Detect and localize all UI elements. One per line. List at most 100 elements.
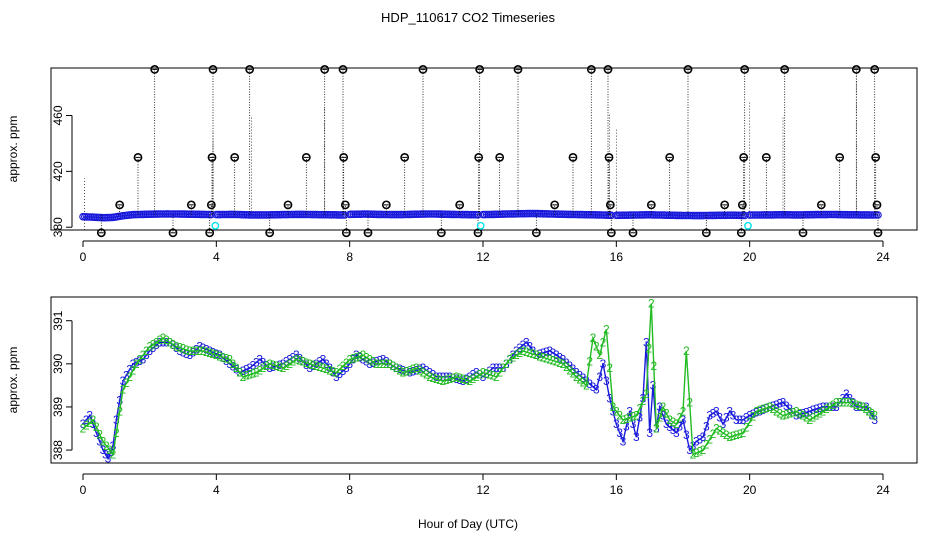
spike-point [265,228,275,238]
series-marker: 3 [113,413,120,427]
series-marker: 2 [593,340,600,354]
series-marker: 2 [576,373,583,387]
series-marker: 3 [433,370,440,384]
series-marker: 2 [180,342,187,356]
series-marker: 3 [663,417,670,431]
series-marker: 2 [683,344,690,358]
x-axis-label: Hour of Day (UTC) [418,517,518,531]
series-marker: 3 [706,409,713,423]
series-marker: 2 [380,357,387,371]
series-marker: 2 [220,350,227,364]
series-marker: 2 [310,358,317,372]
series-marker: 2 [760,402,767,416]
series-marker: 3 [406,366,413,380]
series-marker: 3 [853,400,860,414]
series-marker: 2 [223,351,230,365]
series-marker: 2 [453,370,460,384]
spike-point [872,200,882,210]
series-marker: 3 [105,452,112,466]
series-marker: 3 [783,399,790,413]
series-marker: 2 [403,364,410,378]
series-marker: 2 [133,357,140,371]
series-marker: 2 [323,362,330,376]
series-marker: 3 [773,398,780,412]
series-marker: 3 [753,406,760,420]
series-marker: 2 [546,353,553,367]
series-marker: 2 [450,371,457,385]
series-marker: 3 [256,353,263,367]
spike-point [835,152,845,162]
series-marker: 3 [570,362,577,376]
series-marker: 3 [226,357,233,371]
series-marker: 3 [446,370,453,384]
secondary-point [476,221,485,230]
series-marker: 3 [516,341,523,355]
series-marker: 3 [93,426,100,440]
series-marker: 3 [616,426,623,440]
spike-point [586,64,596,74]
secondary-point [744,221,752,230]
series-marker: 3 [650,378,657,392]
spike-point [798,228,808,238]
series-marker: 3 [736,413,743,427]
series-marker: 3 [796,408,803,422]
series-marker: 3 [600,357,607,371]
series-marker: 3 [410,364,417,378]
spike-point [495,152,505,162]
series-marker: 2 [563,360,570,374]
series-marker: 3 [563,356,570,370]
series-marker: 2 [750,410,757,424]
series-marker: 2 [113,426,120,440]
series-marker: 2 [166,335,173,349]
spike-point [339,152,349,162]
series-marker: 3 [146,344,153,358]
series-marker: 3 [426,366,433,380]
series-marker: 3 [636,411,643,425]
series-marker: 3 [153,338,160,352]
series-marker: 3 [690,439,697,453]
series-marker: 3 [833,400,840,414]
spike-point [701,228,711,238]
series-marker: 2 [863,402,870,416]
series-marker: 2 [276,360,283,374]
series-marker: 3 [436,370,443,384]
series-marker: 2 [363,350,370,364]
series-marker: 2 [236,366,243,380]
series-marker: 2 [313,359,320,373]
x-tick-label: 20 [743,483,757,497]
series-marker: 3 [720,417,727,431]
series-marker: 3 [746,409,753,423]
series-marker: 3 [246,361,253,375]
series-marker: 2 [836,396,843,410]
spike-point [606,228,616,238]
series-marker: 3 [253,355,260,369]
series-marker: 3 [670,423,677,437]
series-marker: 2 [443,373,450,387]
series-marker: 2 [286,357,293,371]
series-marker: 2 [500,361,507,375]
series-marker: 2 [473,370,480,384]
series-marker: 3 [260,355,267,369]
series-marker: 3 [770,399,777,413]
series-marker: 2 [566,363,573,377]
series-marker: 2 [700,443,707,457]
series-marker: 3 [173,341,180,355]
series-marker: 2 [840,396,847,410]
series-marker: 2 [493,370,500,384]
series-marker: 2 [640,394,647,408]
series-marker: 2 [843,396,850,410]
series-marker: 3 [120,374,127,388]
series-marker: 2 [786,406,793,420]
y-tick-label: 380 [51,217,65,237]
series-marker: 3 [380,353,387,367]
series-marker: 3 [80,417,87,431]
series-marker: 3 [240,364,247,378]
series-marker: 2 [720,426,727,440]
series-marker: 2 [773,404,780,418]
series-marker: 2 [383,357,390,371]
series-marker: 3 [373,355,380,369]
series-marker: 3 [740,413,747,427]
series-marker: 3 [656,400,663,414]
chart-title: HDP_110617 CO2 Timeseries [381,10,555,25]
